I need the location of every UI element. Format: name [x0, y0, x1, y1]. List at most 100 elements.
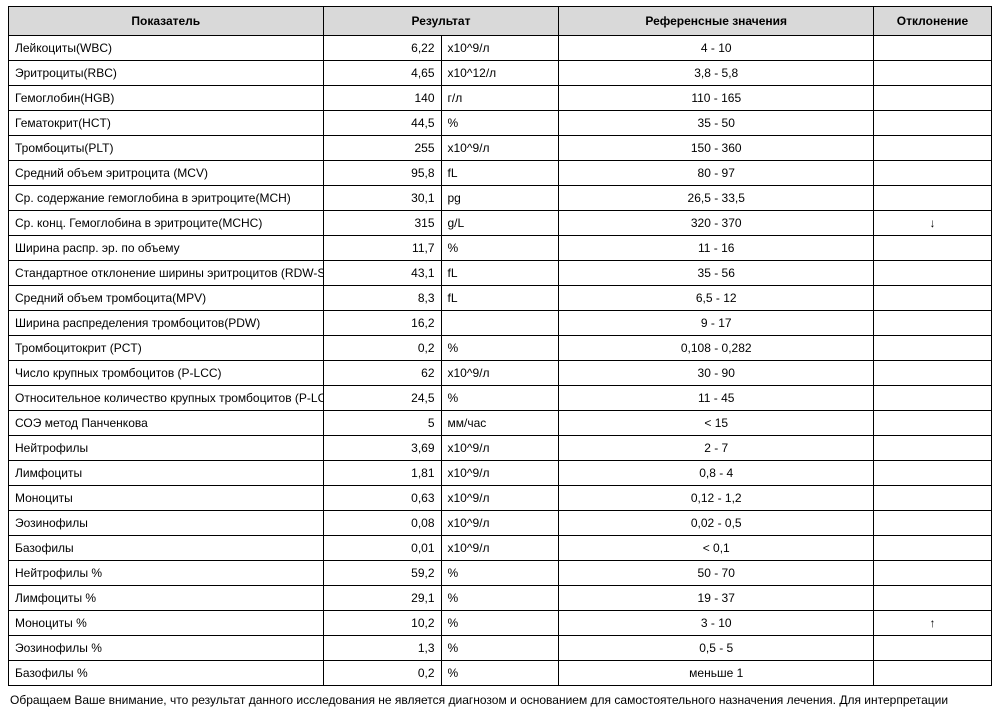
table-row: Лейкоциты(WBC)6,22х10^9/л4 - 10	[9, 36, 992, 61]
table-row: Тромбоцитокрит (PCT)0,2%0,108 - 0,282	[9, 336, 992, 361]
table-row: Эозинофилы0,08х10^9/л0,02 - 0,5	[9, 511, 992, 536]
cell-unit: х10^9/л	[441, 486, 559, 511]
cell-indicator: Стандартное отклонение ширины эритроцито…	[9, 261, 324, 286]
col-reference: Референсные значения	[559, 7, 874, 36]
cell-indicator: Нейтрофилы	[9, 436, 324, 461]
cell-reference: 35 - 50	[559, 111, 874, 136]
table-row: Средний объем тромбоцита(MPV)8,3fL6,5 - …	[9, 286, 992, 311]
cell-indicator: Средний объем тромбоцита(MPV)	[9, 286, 324, 311]
cell-value: 29,1	[323, 586, 441, 611]
cell-deviation	[874, 511, 992, 536]
table-header: Показатель Результат Референсные значени…	[9, 7, 992, 36]
cell-deviation: ↑	[874, 611, 992, 636]
cell-unit	[441, 311, 559, 336]
cell-value: 1,81	[323, 461, 441, 486]
cell-deviation	[874, 261, 992, 286]
col-deviation: Отклонение	[874, 7, 992, 36]
table-row: СОЭ метод Панченкова5мм/час< 15	[9, 411, 992, 436]
cell-indicator: Средний объем эритроцита (MCV)	[9, 161, 324, 186]
cell-unit: х10^9/л	[441, 361, 559, 386]
cell-deviation	[874, 361, 992, 386]
cell-reference: 11 - 16	[559, 236, 874, 261]
cell-reference: 11 - 45	[559, 386, 874, 411]
cell-unit: х10^9/л	[441, 511, 559, 536]
table-row: Базофилы %0,2%меньше 1	[9, 661, 992, 686]
cell-reference: 26,5 - 33,5	[559, 186, 874, 211]
col-result: Результат	[323, 7, 559, 36]
cell-deviation	[874, 561, 992, 586]
cell-reference: 2 - 7	[559, 436, 874, 461]
cell-deviation	[874, 436, 992, 461]
cell-indicator: Тромбоциты(PLT)	[9, 136, 324, 161]
cell-deviation	[874, 36, 992, 61]
table-row: Эозинофилы %1,3%0,5 - 5	[9, 636, 992, 661]
cell-unit: х10^9/л	[441, 136, 559, 161]
cell-indicator: Ширина распределения тромбоцитов(PDW)	[9, 311, 324, 336]
cell-reference: 0,8 - 4	[559, 461, 874, 486]
cell-unit: fL	[441, 161, 559, 186]
cell-unit: fL	[441, 286, 559, 311]
cell-reference: 19 - 37	[559, 586, 874, 611]
cell-deviation	[874, 336, 992, 361]
cell-value: 30,1	[323, 186, 441, 211]
footer-note: Обращаем Ваше внимание, что результат да…	[8, 686, 992, 708]
cell-indicator: Эритроциты(RBC)	[9, 61, 324, 86]
cell-reference: 0,12 - 1,2	[559, 486, 874, 511]
cell-reference: 3,8 - 5,8	[559, 61, 874, 86]
table-row: Ср. конц. Гемоглобина в эритроците(MCHC)…	[9, 211, 992, 236]
cell-deviation	[874, 236, 992, 261]
cell-unit: х10^9/л	[441, 461, 559, 486]
cell-unit: %	[441, 386, 559, 411]
cell-deviation	[874, 286, 992, 311]
cell-reference: 4 - 10	[559, 36, 874, 61]
cell-reference: 50 - 70	[559, 561, 874, 586]
table-row: Лимфоциты1,81х10^9/л0,8 - 4	[9, 461, 992, 486]
col-indicator: Показатель	[9, 7, 324, 36]
cell-unit: %	[441, 111, 559, 136]
cell-unit: fL	[441, 261, 559, 286]
cell-value: 5	[323, 411, 441, 436]
table-row: Относительное количество крупных тромбоц…	[9, 386, 992, 411]
cell-reference: 0,108 - 0,282	[559, 336, 874, 361]
cell-unit: х10^9/л	[441, 36, 559, 61]
cell-deviation	[874, 86, 992, 111]
cell-unit: pg	[441, 186, 559, 211]
cell-value: 95,8	[323, 161, 441, 186]
table-row: Нейтрофилы3,69х10^9/л2 - 7	[9, 436, 992, 461]
cell-unit: х10^9/л	[441, 536, 559, 561]
cell-deviation	[874, 636, 992, 661]
cell-reference: 30 - 90	[559, 361, 874, 386]
table-row: Нейтрофилы %59,2%50 - 70	[9, 561, 992, 586]
cell-reference: 9 - 17	[559, 311, 874, 336]
cell-indicator: СОЭ метод Панченкова	[9, 411, 324, 436]
cell-indicator: Ширина распр. эр. по объему	[9, 236, 324, 261]
table-row: Стандартное отклонение ширины эритроцито…	[9, 261, 992, 286]
cell-indicator: Лимфоциты	[9, 461, 324, 486]
cell-unit: %	[441, 336, 559, 361]
cell-indicator: Базофилы	[9, 536, 324, 561]
cell-deviation	[874, 186, 992, 211]
cell-unit: %	[441, 611, 559, 636]
cell-value: 3,69	[323, 436, 441, 461]
cell-deviation	[874, 111, 992, 136]
cell-deviation	[874, 486, 992, 511]
cell-indicator: Эозинофилы %	[9, 636, 324, 661]
cell-unit: g/L	[441, 211, 559, 236]
cell-unit: г/л	[441, 86, 559, 111]
cell-indicator: Лимфоциты %	[9, 586, 324, 611]
cell-reference: 80 - 97	[559, 161, 874, 186]
cell-unit: %	[441, 586, 559, 611]
table-row: Базофилы0,01х10^9/л< 0,1	[9, 536, 992, 561]
cell-deviation: ↓	[874, 211, 992, 236]
cell-unit: х10^12/л	[441, 61, 559, 86]
cell-indicator: Моноциты	[9, 486, 324, 511]
cell-value: 10,2	[323, 611, 441, 636]
cell-value: 6,22	[323, 36, 441, 61]
cell-value: 255	[323, 136, 441, 161]
cell-indicator: Тромбоцитокрит (PCT)	[9, 336, 324, 361]
cell-reference: 0,5 - 5	[559, 636, 874, 661]
table-body: Лейкоциты(WBC)6,22х10^9/л4 - 10Эритроцит…	[9, 36, 992, 686]
cell-value: 0,01	[323, 536, 441, 561]
table-row: Моноциты0,63х10^9/л0,12 - 1,2	[9, 486, 992, 511]
cell-reference: 35 - 56	[559, 261, 874, 286]
